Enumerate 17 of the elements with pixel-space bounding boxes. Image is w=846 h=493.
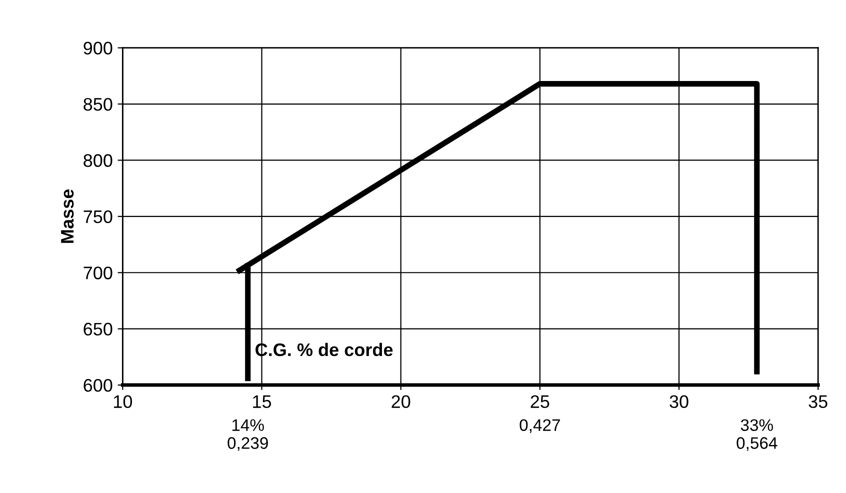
- x-tick-label: 10: [114, 395, 132, 408]
- text: 14% 0,239: [228, 419, 268, 451]
- y-tick-label: 750: [84, 210, 112, 224]
- x-tick-label: 35: [808, 395, 828, 408]
- x-tick-label: 20: [392, 395, 410, 408]
- y-tick-label: 700: [84, 266, 112, 280]
- y-axis-title: Masse: [61, 189, 74, 243]
- text: 33% 0,564: [736, 419, 778, 451]
- x-tick-label: 25: [530, 395, 550, 408]
- y-tick-label: 800: [84, 154, 112, 167]
- x-tick-label: 15: [253, 395, 272, 408]
- text: 0,427: [520, 419, 560, 433]
- y-tick-label: 650: [84, 322, 112, 336]
- y-tick-label: 900: [84, 42, 112, 55]
- y-tick-label: 600: [84, 378, 112, 392]
- x-tick-label: 30: [670, 395, 688, 408]
- y-tick-label: 850: [84, 98, 112, 111]
